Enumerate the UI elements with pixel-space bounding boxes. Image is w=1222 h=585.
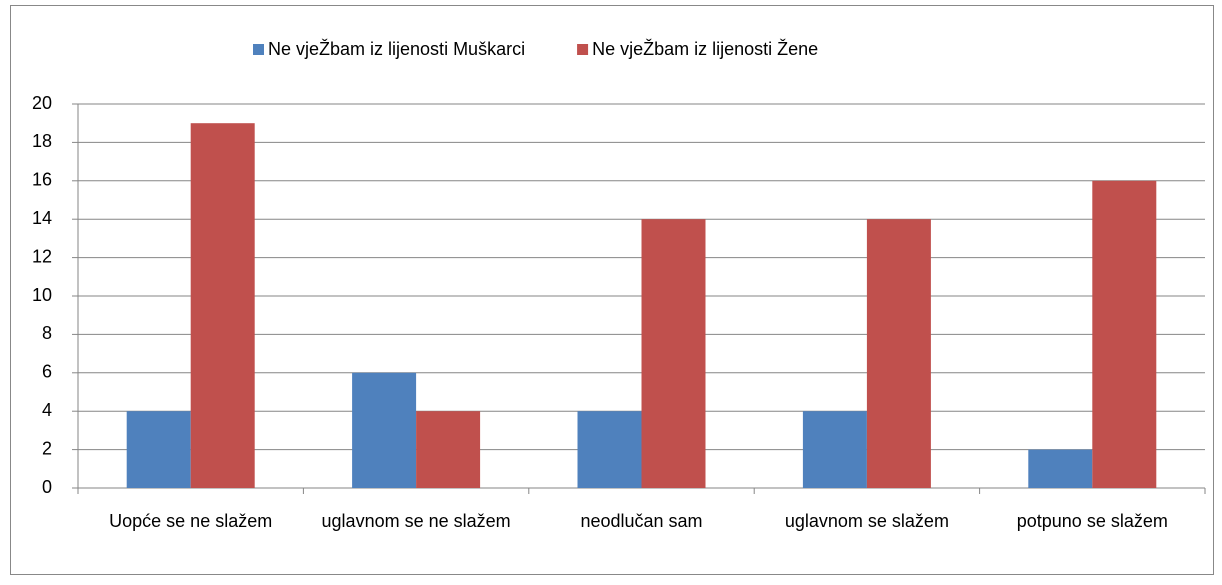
y-tick-label: 4 [42,400,52,420]
x-tick-label: Uopće se ne slažem [109,511,272,531]
y-tick-label: 12 [32,246,52,266]
y-tick-label: 0 [42,477,52,497]
y-tick-label: 20 [32,93,52,113]
y-tick-label: 14 [32,208,52,228]
x-tick-label: neodlučan sam [580,511,702,531]
y-tick-label: 6 [42,362,52,382]
y-tick-label: 8 [42,323,52,343]
bar [641,219,706,488]
bar [352,372,417,488]
x-tick-label: uglavnom se slažem [785,511,949,531]
y-tick-label: 10 [32,285,52,305]
bar [1092,180,1157,489]
y-tick-label: 16 [32,170,52,190]
x-tick-label: uglavnom se ne slažem [322,511,511,531]
y-tick-label: 2 [42,438,52,458]
y-tick-label: 18 [32,131,52,151]
bar [126,411,191,488]
legend-swatch [253,44,264,55]
bar [866,219,931,488]
x-tick-label: potpuno se slažem [1017,511,1168,531]
legend-label: Ne vjeŽbam iz lijenosti Muškarci [268,39,525,59]
legend-swatch [577,44,589,55]
bar [802,411,867,488]
legend-label: Ne vjeŽbam iz lijenosti Žene [592,39,818,59]
bar [577,411,642,488]
bar [416,411,481,488]
bar [1028,449,1093,488]
bar [190,123,255,488]
